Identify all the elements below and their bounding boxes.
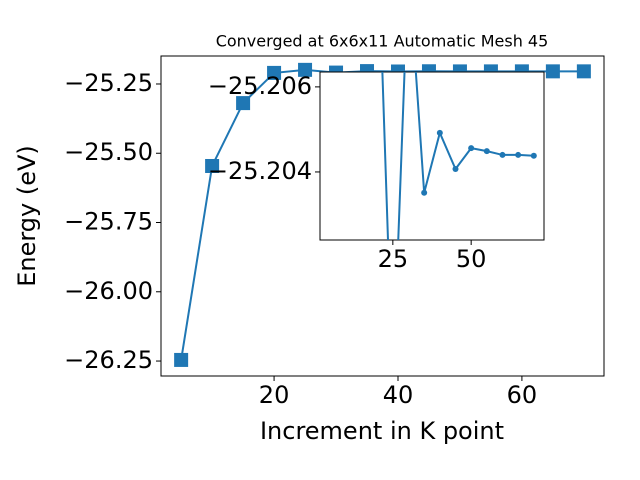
marker <box>468 145 475 152</box>
chart-title: Converged at 6x6x11 Automatic Mesh 45 <box>216 32 549 51</box>
x-axis-label: Increment in K point <box>260 417 504 445</box>
marker <box>174 352 189 367</box>
marker <box>483 148 490 155</box>
marker <box>499 151 506 158</box>
marker <box>545 64 560 79</box>
marker <box>576 64 591 79</box>
marker <box>236 96 251 111</box>
plot-area <box>381 72 537 240</box>
y-tick-label: −25.50 <box>64 138 153 166</box>
y-tick-label: −25.206 <box>208 72 312 100</box>
x-tick-label: 40 <box>383 381 414 409</box>
y-tick-label: −26.25 <box>64 346 153 374</box>
marker <box>421 189 428 196</box>
marker <box>515 151 522 158</box>
y-tick-label: −26.00 <box>64 277 153 305</box>
marker <box>530 152 537 159</box>
plot-frame <box>319 71 545 241</box>
marker <box>298 62 313 77</box>
y-axis-label: Energy (eV) <box>13 145 41 287</box>
marker <box>267 65 282 80</box>
marker <box>452 165 459 172</box>
y-tick-label: −25.75 <box>64 208 153 236</box>
x-tick-label: 60 <box>507 381 538 409</box>
marker <box>205 158 220 173</box>
x-tick-label: 20 <box>259 381 290 409</box>
marker <box>436 129 443 136</box>
x-tick-label: 25 <box>378 245 409 273</box>
y-tick-label: −25.25 <box>64 69 153 97</box>
x-tick-label: 50 <box>456 245 487 273</box>
y-tick-label: −25.204 <box>208 157 312 185</box>
